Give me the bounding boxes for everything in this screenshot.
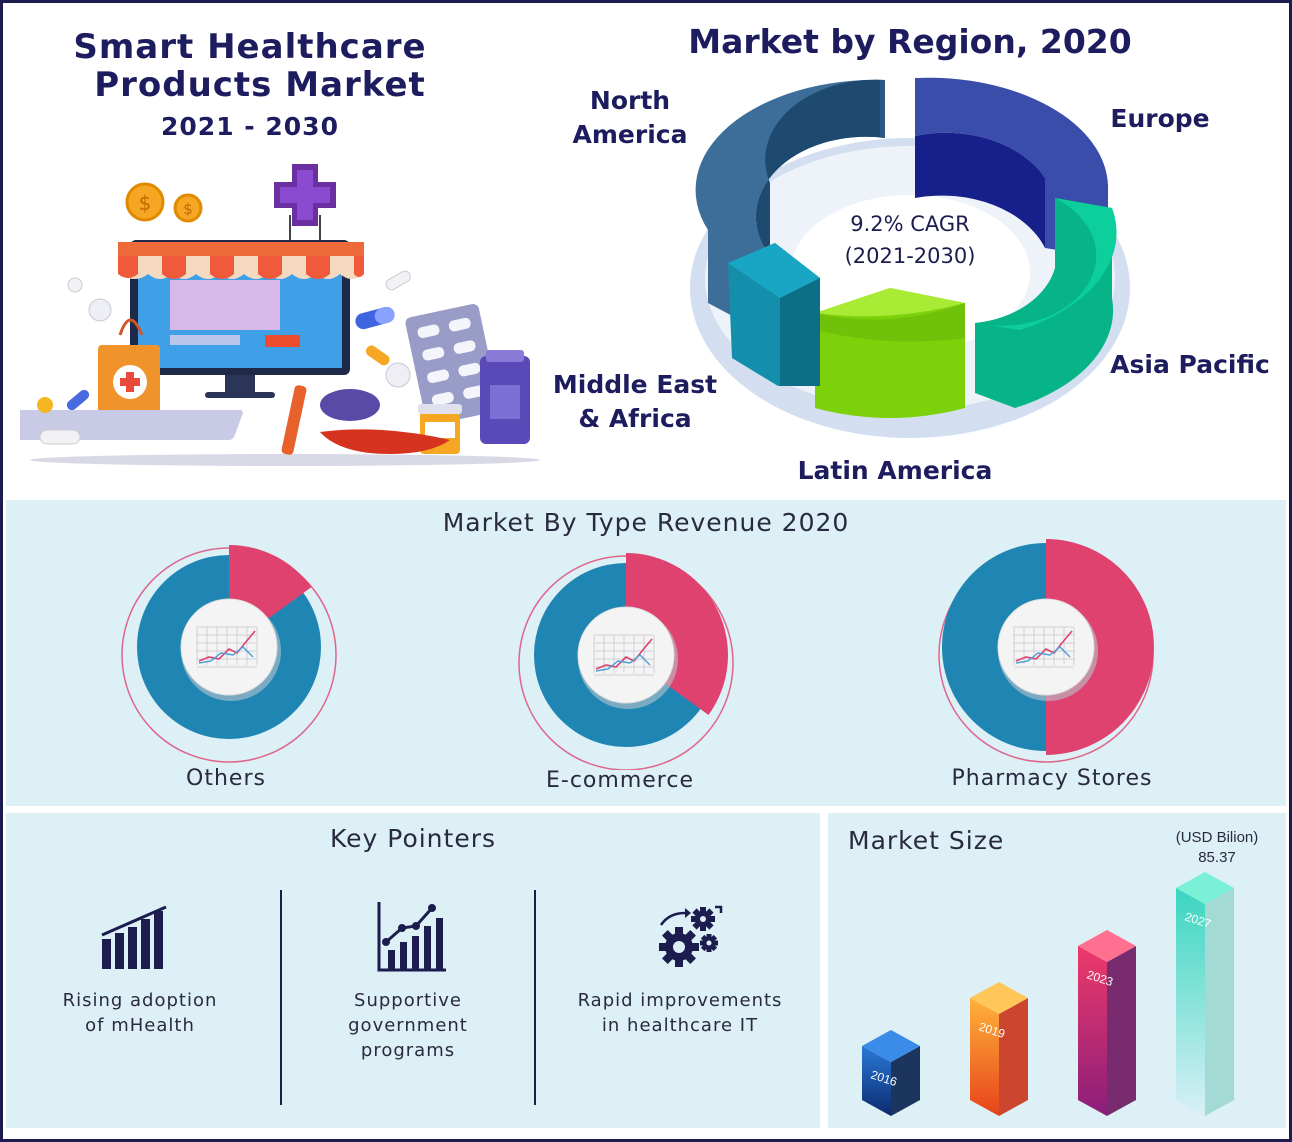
bar-side-2027 (1205, 888, 1234, 1116)
page-subtitle-years: 2021 - 2030 (161, 112, 339, 141)
pill-icon (385, 270, 411, 291)
pill-icon (385, 362, 411, 388)
type-donut-charts (121, 539, 1154, 770)
pill-icon (67, 277, 83, 293)
spoon-icon (320, 429, 450, 454)
divider (280, 890, 282, 1105)
line-chart-icon (1013, 626, 1075, 668)
label-middle-east-africa: Middle East & Africa (552, 370, 718, 433)
donut-slice-e-commerce (626, 553, 728, 715)
bar-top-2023 (1078, 930, 1136, 962)
segment-asia-pacific (975, 198, 1117, 408)
line-chart-icon (196, 626, 258, 668)
gears-icon (659, 905, 723, 967)
page-title: Smart Healthcare Products Market (73, 27, 427, 105)
growth-chart-icon (377, 902, 446, 972)
cagr-label: 9.2% CAGR (2021-2030) (844, 212, 976, 268)
awning-icon (118, 242, 364, 279)
key-pointer-2: Supportive government programs (348, 990, 468, 1061)
mouse-icon (320, 389, 380, 421)
floor-shadow (30, 454, 540, 466)
medicine-bottle-icon (480, 350, 530, 444)
market-size-unit: (USD Bilion) 85.37 (1175, 829, 1259, 866)
bar-side-2019 (999, 998, 1028, 1116)
donut-others (121, 545, 337, 763)
pill-icon (37, 397, 53, 413)
pill-icon (88, 298, 112, 322)
bar-side-2023 (1107, 946, 1136, 1116)
svg-text:$: $ (183, 200, 193, 218)
bar-front-2023 (1078, 946, 1107, 1116)
pill-icon (355, 306, 395, 330)
label-latin-america: Latin America (797, 456, 993, 485)
pill-icon (39, 429, 81, 445)
segment-middle-east-africa (728, 243, 820, 386)
bar-chart-icon (101, 905, 167, 969)
bar-2016: 2016 (862, 1030, 920, 1116)
pharmacy-cross-icon (274, 164, 336, 240)
bar-2023: 2023 (1078, 930, 1136, 1116)
pill-icon (66, 389, 90, 411)
donut-label-others: Others (186, 766, 266, 791)
bar-2027: 2027 (1176, 872, 1234, 1116)
bar-front-2027 (1176, 888, 1205, 1116)
coin-icon: $ (173, 193, 203, 223)
donut-label-ecommerce: E-commerce (546, 768, 694, 793)
donut-center-disc (997, 598, 1095, 696)
donut-center-disc (577, 606, 675, 704)
bar-top-2019 (970, 982, 1028, 1014)
coin-icon: $ (125, 182, 165, 222)
line-chart-icon (593, 634, 655, 676)
region-chart-title: Market by Region, 2020 (688, 22, 1132, 61)
market-size-bar-chart: 2016 2019 2023 2027 (862, 872, 1234, 1116)
label-europe: Europe (1110, 104, 1210, 133)
label-north-america: North America (572, 86, 688, 149)
region-donut-chart (690, 77, 1130, 438)
bar-top-2027 (1176, 872, 1234, 904)
pill-blister-icon (405, 304, 500, 425)
bar-top-2016 (862, 1030, 920, 1062)
key-pointers-title: Key Pointers (329, 824, 497, 853)
shopping-bag-icon (98, 318, 160, 420)
pharmacy-illustration: $ $ (20, 164, 540, 466)
donut-pharmacy-stores (938, 539, 1154, 763)
donut-label-pharmacy-stores: Pharmacy Stores (951, 766, 1153, 791)
key-pointer-3: Rapid improvements in healthcare IT (577, 990, 783, 1036)
bar-2019: 2019 (970, 982, 1028, 1116)
market-size-title: Market Size (848, 826, 1005, 855)
type-revenue-title: Market By Type Revenue 2020 (442, 508, 850, 537)
bar-front-2019 (970, 998, 999, 1116)
segment-latin-america (815, 288, 965, 418)
pill-icon (365, 345, 390, 366)
svg-text:$: $ (139, 191, 152, 215)
bar-side-2016 (891, 1046, 920, 1116)
donut-center-disc (180, 598, 278, 696)
key-pointer-1: Rising adoption of mHealth (62, 990, 218, 1036)
donut-e-commerce (518, 553, 734, 770)
vial-icon (281, 385, 307, 455)
divider (534, 890, 536, 1105)
donut-slice-pharmacy-stores (1046, 539, 1154, 755)
bar-front-2016 (862, 1046, 891, 1116)
label-asia-pacific: Asia Pacific (1110, 350, 1270, 379)
